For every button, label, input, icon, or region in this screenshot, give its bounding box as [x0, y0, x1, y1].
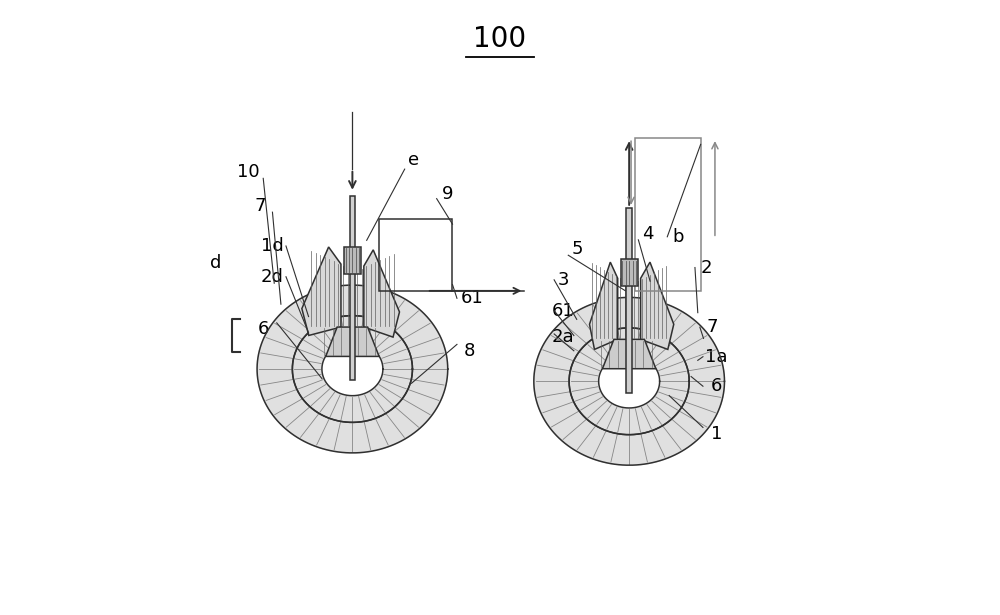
- Text: 2: 2: [700, 258, 712, 277]
- Text: 9: 9: [442, 184, 453, 203]
- Polygon shape: [569, 328, 689, 435]
- Text: 1: 1: [711, 424, 722, 443]
- Text: 10: 10: [237, 163, 259, 181]
- Text: 6: 6: [258, 320, 269, 338]
- Text: 2a: 2a: [552, 328, 575, 346]
- Text: 2d: 2d: [261, 268, 284, 286]
- Text: 8: 8: [464, 341, 475, 360]
- Bar: [621, 260, 638, 286]
- Bar: [635, 138, 701, 291]
- Text: 7: 7: [706, 318, 718, 336]
- Polygon shape: [599, 355, 660, 408]
- Text: 61: 61: [461, 289, 484, 308]
- Text: b: b: [673, 228, 684, 246]
- Text: e: e: [408, 151, 419, 169]
- Polygon shape: [257, 285, 448, 453]
- Bar: [379, 220, 452, 291]
- Text: 7: 7: [254, 197, 266, 215]
- Polygon shape: [292, 315, 412, 423]
- Polygon shape: [257, 285, 448, 453]
- Polygon shape: [641, 262, 674, 349]
- Polygon shape: [322, 343, 383, 395]
- Polygon shape: [589, 262, 618, 349]
- Polygon shape: [534, 298, 724, 465]
- Polygon shape: [364, 250, 399, 337]
- Text: 61: 61: [552, 301, 575, 320]
- Polygon shape: [569, 328, 689, 435]
- Text: d: d: [210, 254, 222, 272]
- Polygon shape: [534, 298, 724, 465]
- Polygon shape: [326, 327, 379, 357]
- Bar: [626, 208, 632, 393]
- Text: 5: 5: [572, 240, 583, 258]
- Polygon shape: [302, 247, 341, 335]
- Polygon shape: [292, 315, 412, 423]
- Text: 4: 4: [642, 224, 653, 243]
- Bar: [344, 247, 361, 274]
- Text: 3: 3: [558, 271, 569, 289]
- Text: 100: 100: [473, 25, 527, 53]
- Text: 1a: 1a: [705, 347, 728, 366]
- Text: 6: 6: [711, 377, 722, 395]
- Polygon shape: [602, 339, 656, 369]
- Text: 1d: 1d: [261, 237, 284, 255]
- Bar: [350, 196, 355, 381]
